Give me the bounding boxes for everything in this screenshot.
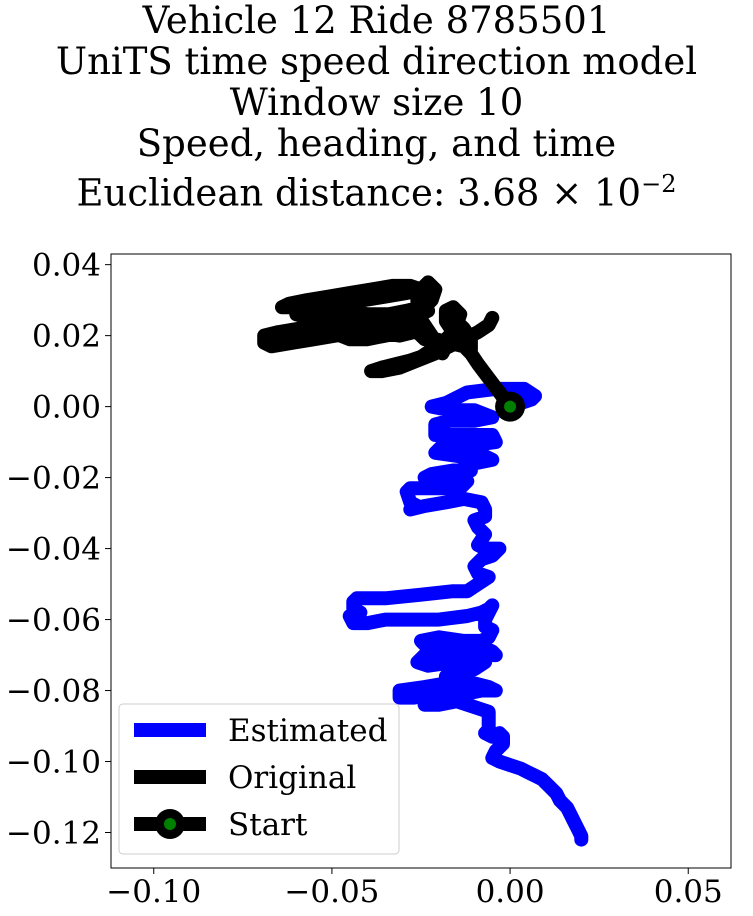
title-line-3: Window size 10: [229, 81, 524, 124]
y-tick-label: −0.08: [6, 674, 101, 710]
legend-label-estimated: Estimated: [228, 713, 387, 749]
y-tick-label: 0.02: [32, 319, 101, 355]
y-tick-label: −0.12: [6, 816, 101, 852]
legend-box: [118, 703, 400, 855]
title-line-5-text: Euclidean distance: 3.68 × 10: [76, 171, 642, 215]
legend-marker-center-start: [164, 818, 176, 830]
x-tick-label: 0.05: [654, 874, 723, 910]
legend-label-start: Start: [228, 807, 308, 843]
title-exponent: −2: [641, 170, 677, 198]
y-tick-label: 0.00: [32, 390, 101, 426]
chart-title: Vehicle 12 Ride 8785501 UniTS time speed…: [0, 0, 753, 213]
legend-label-original: Original: [228, 760, 356, 796]
title-line-5: Euclidean distance: 3.68 × 10−2: [0, 164, 753, 213]
series-estimated: [342, 381, 589, 847]
title-line-2: UniTS time speed direction model: [55, 40, 698, 83]
y-tick-label: −0.04: [6, 532, 101, 568]
title-line-4: Speed, heading, and time: [136, 122, 617, 165]
axis-ticks: −0.10 −0.05 0.00 0.05 0.04 0.02 0.00 −0.02 −0.04…: [6, 248, 723, 910]
y-tick-label: −0.06: [6, 603, 101, 639]
title-line-1: Vehicle 12 Ride 8785501: [142, 0, 611, 42]
y-tick-label: −0.10: [6, 745, 101, 781]
plot-frame: [110, 253, 732, 869]
start-marker-center: [504, 400, 517, 413]
x-tick-label: −0.05: [284, 874, 379, 910]
series-original: [257, 275, 518, 414]
y-tick-label: −0.02: [6, 461, 101, 497]
y-tick-label: 0.04: [32, 248, 101, 284]
series-layer: [257, 275, 589, 847]
x-tick-label: −0.10: [106, 874, 201, 910]
x-tick-label: 0.00: [476, 874, 545, 910]
legend: Estimated Original Start: [118, 703, 400, 855]
